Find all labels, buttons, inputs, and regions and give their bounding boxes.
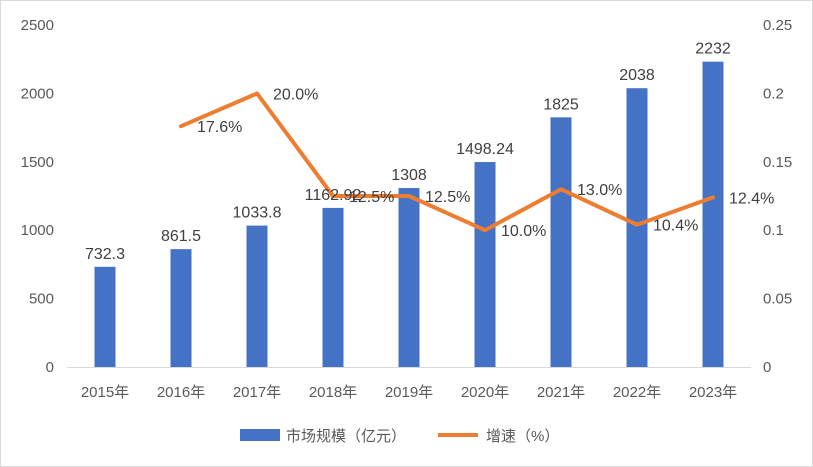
bar-6 — [550, 117, 572, 367]
growth-value-label-5: 10.0% — [501, 223, 546, 240]
axis-layer: 2015年 2016年 2017年 2018年 2019年 2020年 2021年 2022年… — [21, 17, 793, 401]
y-right-tick-label-4: 0.2 — [763, 85, 784, 102]
y-left-tick-label-0: 0 — [46, 359, 54, 376]
growth-value-label-2: 20.0% — [273, 86, 318, 103]
bar-7 — [626, 88, 648, 367]
y-left-tick-label-1: 500 — [29, 291, 54, 308]
x-tick-label-7: 2022年 — [613, 384, 661, 401]
bar-8 — [702, 61, 724, 367]
y-right-tick-label-5: 0.25 — [763, 17, 792, 34]
bar-value-label-8: 2232 — [695, 41, 731, 58]
growth-value-label-1: 17.6% — [197, 119, 242, 136]
bar-3 — [322, 207, 344, 367]
bar-0 — [94, 266, 116, 367]
y-left-tick-label-3: 1500 — [21, 154, 54, 171]
bar-1 — [170, 249, 192, 367]
x-tick-label-3: 2018年 — [309, 384, 357, 401]
legend-label-bar: 市场规模（亿元） — [286, 428, 406, 445]
bar-4 — [398, 188, 420, 367]
bar-value-label-0: 732.3 — [85, 246, 125, 263]
x-tick-label-8: 2023年 — [689, 384, 737, 401]
y-left-tick-label-5: 2500 — [21, 17, 54, 34]
bar-value-label-2: 1033.8 — [233, 205, 282, 222]
x-tick-label-4: 2019年 — [385, 384, 433, 401]
growth-value-label-8: 12.4% — [729, 190, 774, 207]
y-right-tick-label-3: 0.15 — [763, 154, 792, 171]
bar-value-label-3: 1162.92 — [305, 187, 362, 204]
bar-2 — [246, 225, 268, 367]
x-tick-label-1: 2016年 — [157, 384, 205, 401]
legend-swatch-bar — [240, 429, 280, 441]
y-left-tick-label-2: 1000 — [21, 222, 54, 239]
y-right-tick-label-1: 0.05 — [763, 291, 792, 308]
bar-value-label-7: 2038 — [619, 67, 655, 84]
y-right-tick-label-2: 0.1 — [763, 222, 784, 239]
legend-label-line: 增速（%） — [486, 428, 559, 445]
x-tick-label-2: 2017年 — [233, 384, 281, 401]
bars-layer — [94, 61, 724, 367]
x-tick-label-6: 2021年 — [537, 384, 585, 401]
y-right-tick-label-0: 0 — [763, 359, 771, 376]
growth-value-label-3: 12.5% — [349, 189, 394, 206]
labels-layer: 732.3 861.5 1033.8 1162.92 1308 1498.24 1825 20… — [85, 41, 774, 263]
growth-value-label-6: 13.0% — [577, 182, 622, 199]
bar-value-label-6: 1825 — [543, 96, 579, 113]
line-layer — [179, 91, 715, 233]
x-tick-label-0: 2015年 — [81, 384, 129, 401]
bar-value-label-5: 1498.24 — [456, 141, 514, 158]
legend: 市场规模（亿元） 增速（%） — [240, 428, 559, 445]
growth-rate-line — [179, 91, 715, 233]
bar-value-label-4: 1308 — [391, 167, 427, 184]
y-left-tick-label-4: 2000 — [21, 85, 54, 102]
growth-value-label-7: 10.4% — [653, 218, 698, 235]
growth-value-label-4: 12.5% — [425, 189, 470, 206]
x-tick-label-5: 2020年 — [461, 384, 509, 401]
bar-5 — [474, 162, 496, 367]
bar-value-label-1: 861.5 — [161, 228, 201, 245]
